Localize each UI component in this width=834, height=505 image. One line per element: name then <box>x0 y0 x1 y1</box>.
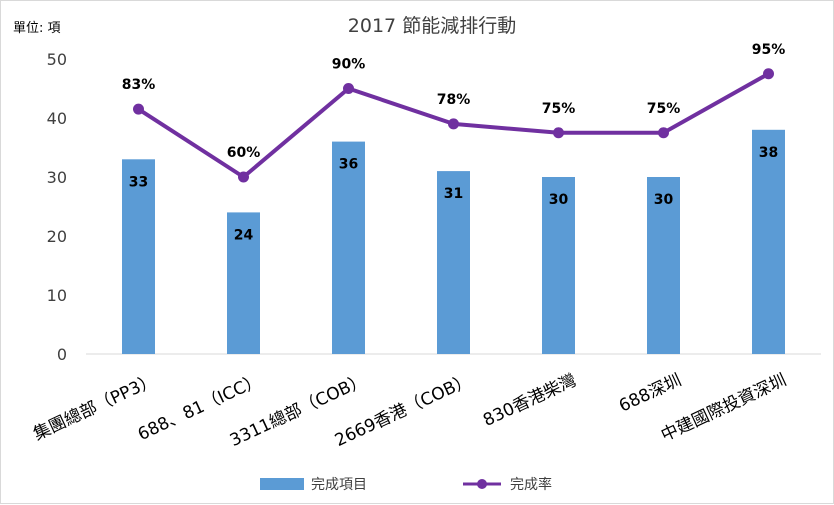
line-point <box>553 127 564 139</box>
line-value-label: 78% <box>437 92 471 108</box>
y-tick-label: 0 <box>57 345 67 364</box>
bar-value-label: 30 <box>549 192 569 208</box>
bar <box>647 177 680 354</box>
line-point <box>238 171 249 183</box>
line-point <box>133 103 144 115</box>
bar <box>122 159 155 354</box>
bar <box>332 141 365 354</box>
line-value-label: 75% <box>542 101 576 117</box>
y-tick-label: 10 <box>47 286 67 305</box>
bar-value-label: 36 <box>339 157 358 173</box>
legend-bar-swatch <box>260 478 304 490</box>
bar-value-label: 30 <box>654 192 674 208</box>
unit-label: 單位: 項 <box>13 21 61 36</box>
x-tick-label: 830香港柴灣 <box>480 370 579 431</box>
bar <box>752 129 785 354</box>
line-series: 83% 60% 90% 78% 75% 75% 95% <box>122 42 786 183</box>
chart-title: 2017 節能減排行動 <box>348 15 516 37</box>
bar-value-labels: 33 24 36 31 30 30 38 <box>129 145 778 244</box>
y-axis-ticks: 0 10 20 30 40 50 <box>47 50 67 364</box>
x-tick-label: 688深圳 <box>616 370 685 416</box>
line-value-label: 95% <box>752 42 786 58</box>
x-axis-ticks: 集團總部（PP3）688、81（ICC）3311總部（COB）2669香港（CO… <box>30 370 789 451</box>
y-tick-label: 50 <box>47 50 67 69</box>
legend: 完成項目 完成率 <box>260 476 552 493</box>
bar-value-label: 33 <box>129 174 148 190</box>
legend-bar-label: 完成項目 <box>311 477 367 493</box>
bar-value-label: 31 <box>444 186 463 202</box>
line-point <box>448 118 459 130</box>
bar <box>227 212 260 354</box>
bar <box>437 171 470 354</box>
bar-value-label: 24 <box>234 227 254 243</box>
y-tick-label: 40 <box>47 109 67 128</box>
bar <box>542 177 575 354</box>
line-point <box>343 83 354 94</box>
line-value-label: 90% <box>332 57 366 73</box>
line-value-label: 75% <box>647 101 681 117</box>
y-tick-label: 30 <box>47 168 67 187</box>
legend-line-label: 完成率 <box>510 476 552 493</box>
legend-line-marker <box>477 479 487 489</box>
line-point <box>763 68 774 80</box>
line-value-label: 83% <box>122 77 156 93</box>
bar-value-label: 38 <box>759 145 778 161</box>
bar-series <box>122 129 785 354</box>
line-point <box>658 127 669 139</box>
y-tick-label: 20 <box>47 227 67 246</box>
line-value-label: 60% <box>227 145 261 161</box>
